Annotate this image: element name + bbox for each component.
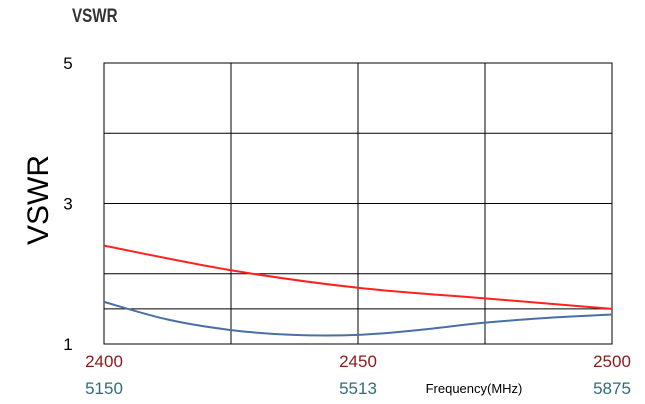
y-tick-label: 3 <box>63 195 72 214</box>
grid <box>103 62 613 345</box>
y-tick-label: 1 <box>63 335 72 354</box>
x-axis-label: Frequency(MHz) <box>426 381 523 396</box>
y-tick-labels: 1 3 5 <box>63 54 72 354</box>
series-line-5ghz-band <box>103 300 613 337</box>
x-tick-label-low-band: 2500 <box>593 352 631 371</box>
series-line-2400-band <box>103 244 613 310</box>
x-tick-label-low-band: 2400 <box>85 352 123 371</box>
x-tick-label-high-band: 5513 <box>339 379 377 398</box>
y-tick-label: 5 <box>63 54 72 73</box>
chart-title: VSWR <box>72 6 118 27</box>
x-tick-label-low-band: 2450 <box>339 352 377 371</box>
series-layer <box>103 244 613 337</box>
x-tick-label-high-band: 5150 <box>85 379 123 398</box>
x-tick-labels: 2400 2450 2500 5150 5513 5875 <box>85 352 631 398</box>
y-axis-label: VSWR <box>22 155 55 245</box>
x-tick-label-high-band: 5875 <box>593 379 631 398</box>
